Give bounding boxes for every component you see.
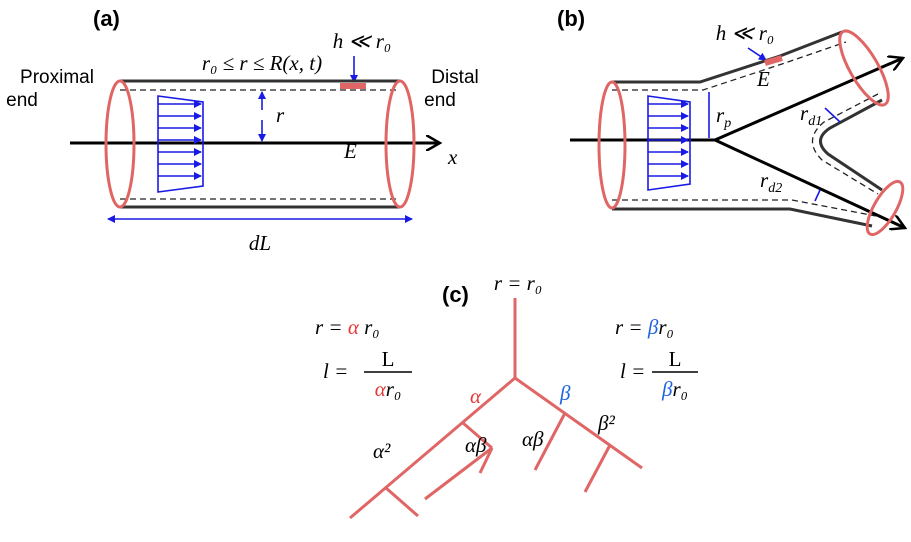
wall-label: h ≪ r₀ [333,29,391,53]
branch-label: β² [597,411,615,435]
right-length: l = [620,359,645,383]
panel-a: (a) r₀ ≤ r ≤ R(x, t) h ≪ r₀ Proximal end… [6,6,479,255]
radius-label: rd1 [800,101,822,129]
panel-c: (c) r = r₀ r = α r₀ l = L αr₀ r = βr₀ l … [315,271,698,518]
right-radius: r = βr₀ [615,315,674,339]
denominator: αr₀ [375,377,402,401]
branch-label: α [470,384,482,408]
distal-label: end [424,90,456,111]
inlet [599,82,625,208]
numerator: L [669,347,682,371]
distal-label: Distal [431,67,479,88]
tube-wall [612,209,872,226]
radius-label: r [276,103,285,127]
branch-label: αβ [522,427,544,451]
radius-range: r₀ ≤ r ≤ R(x, t) [202,51,322,75]
left-radius: r = α r₀ [315,315,380,339]
denominator: βr₀ [661,377,688,401]
label-sub: d1 [808,114,822,129]
panel-label: (c) [442,282,469,307]
velocity-profile [648,96,690,190]
wall-arrow [748,48,766,60]
text: r₀ [658,315,673,339]
tube-wall [820,100,882,190]
radius-label: rd2 [760,168,782,196]
text: r₀ [672,377,687,401]
outlet [860,177,909,240]
proximal-label: end [6,90,38,111]
text: r₀ [359,315,380,339]
factor: β [661,377,673,401]
axis [715,140,905,228]
text: r = [615,315,648,339]
panel-b: (b) h ≪ r₀ E rp rd1 rd2 [557,6,910,239]
axis-label: x [447,145,458,169]
panel-label: (b) [557,6,585,31]
modulus-label: E [756,67,770,91]
branch-label: β [559,381,571,405]
radius-label: rp [716,103,731,131]
branch-label: αβ [465,433,487,457]
label-sub: d2 [768,181,782,196]
modulus-label: E [343,139,357,163]
text: r = [315,315,348,339]
label-sub: p [723,116,731,131]
tree [350,298,642,518]
proximal-label: Proximal [20,67,94,88]
panel-label: (a) [93,6,120,31]
left-length: l = [323,359,348,383]
text: r₀ [386,377,401,401]
wall-element [340,83,366,89]
wall-label: h ≪ r₀ [716,21,774,45]
radius-arrow [815,190,820,201]
length-label: dL [249,231,271,255]
factor: β [647,315,659,339]
outlet [831,25,897,112]
figure: (a) r₀ ≤ r ≤ R(x, t) h ≪ r₀ Proximal end… [0,0,911,542]
numerator: L [382,347,395,371]
branch-label: α² [373,439,391,463]
root-label: r = r₀ [494,271,542,295]
